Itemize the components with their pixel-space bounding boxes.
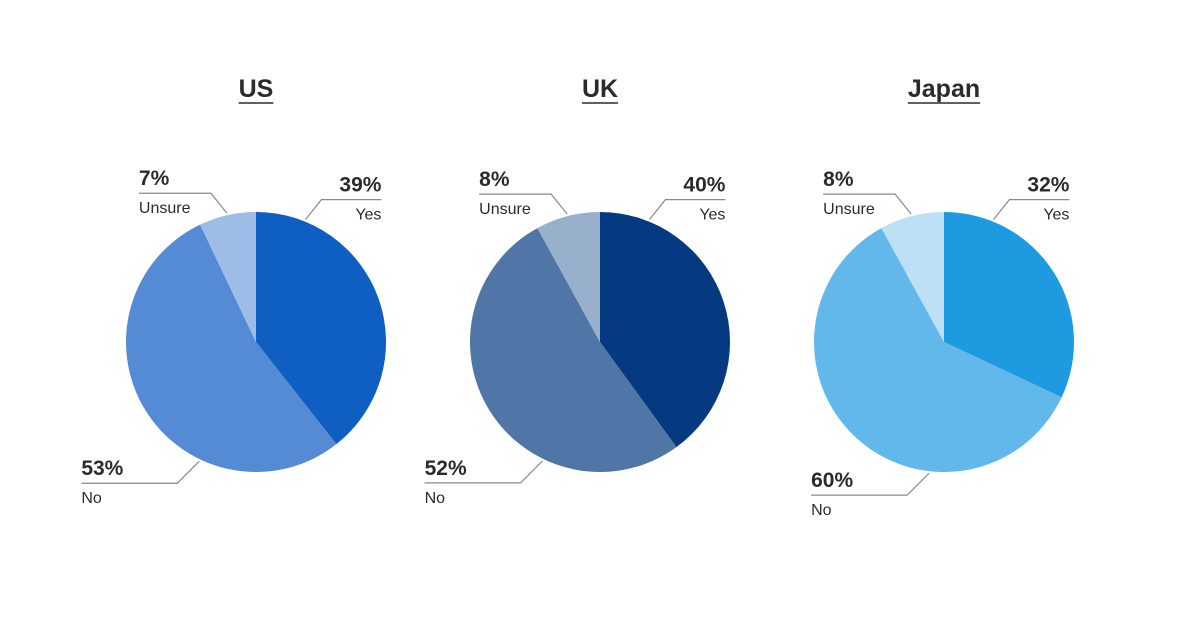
pie-slice-us-unsure: [200, 212, 256, 342]
percent-label-uk-no: 52%: [425, 457, 467, 480]
category-label-uk-yes: Yes: [699, 207, 725, 224]
percent-label-us-unsure: 7%: [139, 167, 170, 190]
pie-slice-uk-yes: [600, 212, 730, 448]
pie-chart-us: US 39% Yes 53% No 7% Unsure: [81, 75, 386, 507]
leader-line-japan-unsure: [823, 193, 912, 215]
category-label-us-yes: Yes: [355, 207, 381, 224]
category-label-japan-no: No: [811, 502, 832, 519]
leader-line-uk-unsure: [479, 193, 568, 215]
percent-label-japan-yes: 32%: [1027, 174, 1069, 197]
category-label-uk-unsure: Unsure: [479, 201, 531, 218]
category-label-japan-unsure: Unsure: [823, 201, 875, 218]
category-label-us-unsure: Unsure: [139, 200, 191, 217]
category-label-us-no: No: [81, 490, 102, 507]
pie-slice-japan-unsure: [881, 212, 944, 342]
percent-label-us-no: 53%: [81, 457, 123, 480]
pie-slice-japan-no: [814, 228, 1062, 472]
category-label-uk-no: No: [425, 490, 446, 507]
leader-line-uk-yes: [648, 199, 726, 220]
percent-label-japan-unsure: 8%: [823, 168, 854, 191]
pie-slice-us-yes: [256, 212, 386, 445]
percent-label-japan-no: 60%: [811, 469, 853, 492]
chart-title-uk: UK: [582, 75, 618, 103]
pie-slice-uk-no: [470, 228, 677, 472]
percent-label-uk-unsure: 8%: [479, 168, 510, 191]
category-label-japan-yes: Yes: [1043, 207, 1069, 224]
pie-chart-uk: UK 40% Yes 52% No 8% Unsure: [424, 75, 730, 507]
pie-slice-japan-yes: [944, 212, 1074, 398]
chart-title-japan: Japan: [908, 75, 980, 103]
pie-slice-us-no: [125, 224, 337, 473]
leader-line-japan-yes: [992, 199, 1070, 220]
chart-title-us: US: [239, 75, 274, 103]
leader-line-us-no: [81, 460, 200, 484]
leader-line-japan-no: [811, 472, 930, 496]
pie-chart-japan: Japan 32% Yes 60% No 8% Unsure: [811, 75, 1074, 519]
pie-slice-uk-unsure: [537, 212, 600, 342]
leader-line-uk-no: [424, 460, 544, 484]
percent-label-uk-yes: 40%: [683, 174, 725, 197]
percent-label-us-yes: 39%: [339, 174, 381, 197]
leader-line-us-unsure: [138, 192, 228, 214]
leader-line-us-yes: [304, 199, 382, 220]
